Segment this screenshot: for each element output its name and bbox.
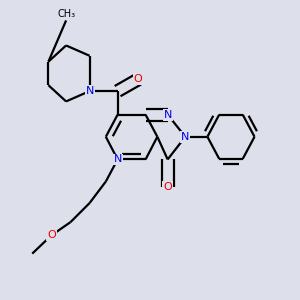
Text: O: O	[47, 230, 56, 240]
Text: N: N	[113, 154, 122, 164]
Text: O: O	[134, 74, 142, 84]
Text: CH₃: CH₃	[57, 9, 75, 19]
Text: N: N	[164, 110, 172, 120]
Text: O: O	[163, 182, 172, 192]
Text: N: N	[181, 132, 190, 142]
Text: N: N	[85, 86, 94, 96]
